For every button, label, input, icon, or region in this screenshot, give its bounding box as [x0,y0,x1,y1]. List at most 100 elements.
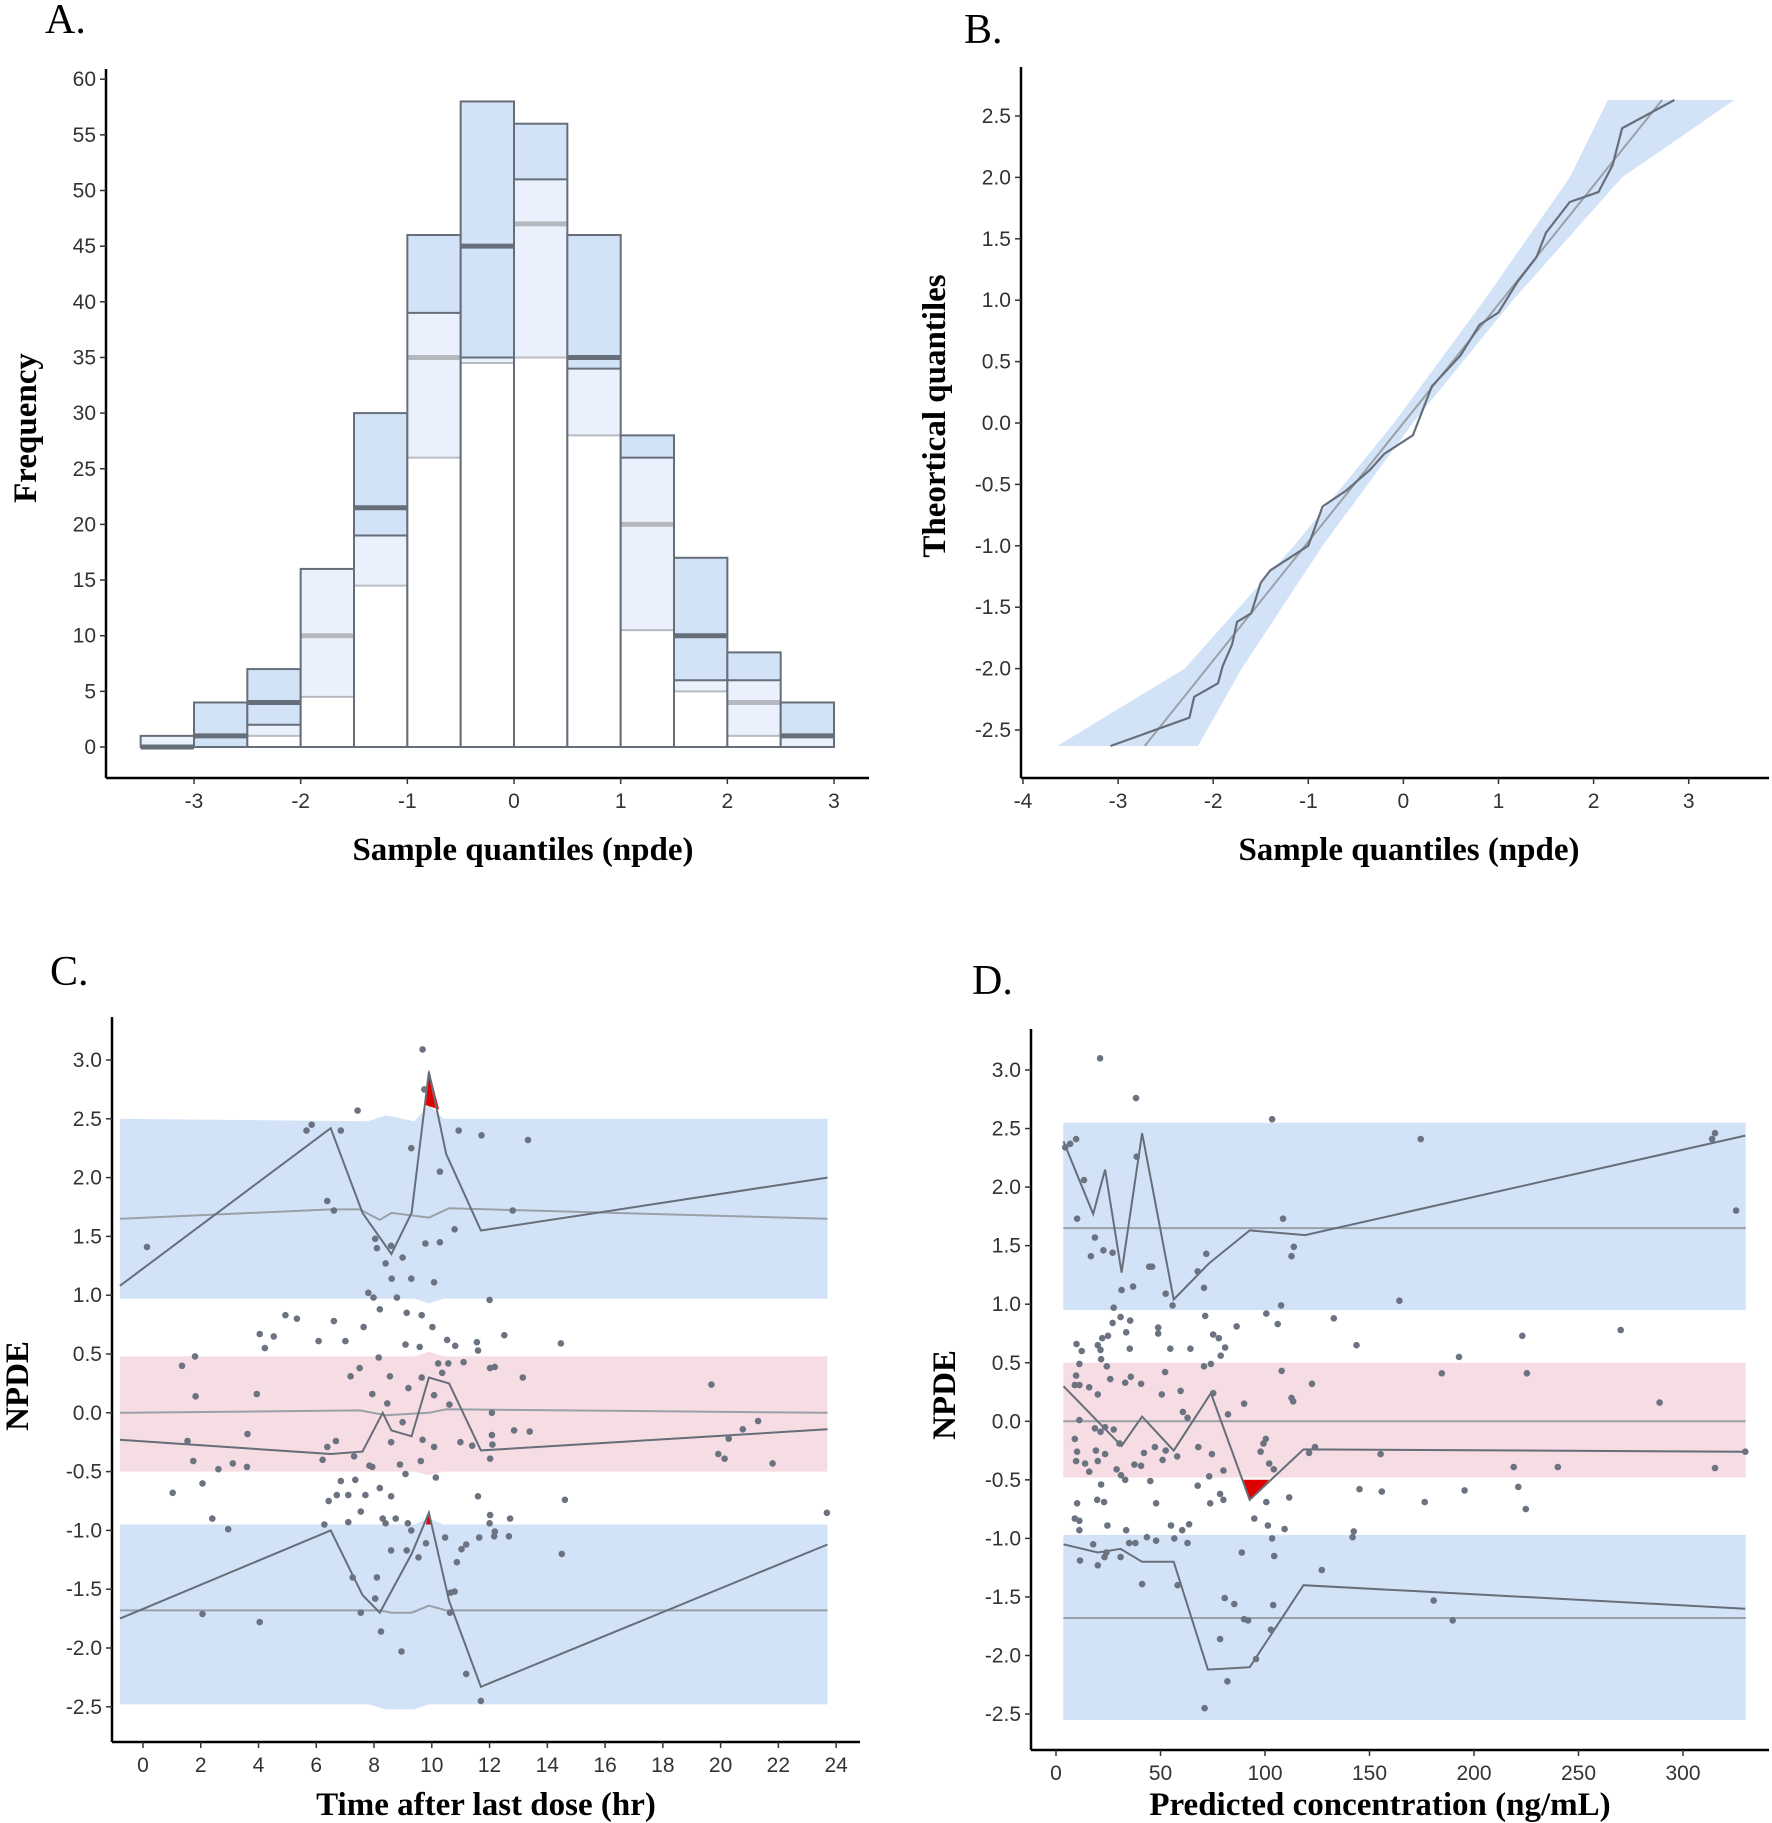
data-point [1101,1450,1109,1458]
panel-c-x-axis-title: Time after last dose (hr) [316,1787,656,1823]
data-point [1093,1496,1101,1504]
data-point [1206,1500,1214,1507]
prediction-band [1057,100,1735,746]
panel-c-y-tick-label: -0.5 [66,1461,102,1484]
data-point [1097,1355,1105,1363]
data-point [455,1127,463,1134]
data-point [419,1436,426,1444]
data-point [422,1540,430,1547]
data-point [505,1533,513,1540]
data-point [1200,1363,1208,1370]
data-point [1076,1526,1083,1534]
data-point [384,1400,391,1407]
histogram-bin [139,734,195,750]
data-point [393,1294,401,1301]
panel-a-x-tick-label: 3 [828,790,840,813]
data-point [1216,1635,1224,1643]
data-point [445,1360,452,1367]
data-point [432,1474,440,1481]
data-point [1203,1250,1210,1258]
bin-lower-interval [460,357,515,364]
panel-d-x-tick-label: 150 [1352,1762,1387,1785]
panel-d-y-tick-label: 2.0 [992,1176,1021,1199]
data-point [1080,1176,1088,1184]
data-point [1205,1473,1213,1480]
data-point [1076,1360,1083,1368]
data-point [1101,1553,1108,1561]
histogram-bin [246,668,302,749]
data-point [490,1533,498,1540]
panel-b-y-tick-label: -1.5 [975,596,1011,619]
data-point [270,1333,278,1340]
data-point [462,1541,470,1548]
panel-b-x-tick-label: -3 [1109,790,1128,813]
data-point [369,1390,376,1398]
data-point [1305,1449,1313,1457]
data-point [1092,1447,1100,1454]
panel-a-x-tick-label: 2 [722,790,734,813]
data-point [1174,1581,1181,1589]
data-point [1118,1286,1125,1294]
panel-a-label: A. [45,0,86,43]
data-point [1116,1440,1123,1447]
data-point [1617,1326,1624,1334]
panel-b-x-tick-label: -2 [1204,790,1223,813]
panel-a-y-tick-label: 40 [73,291,96,314]
data-point [501,1331,508,1339]
data-point [1201,1312,1209,1320]
data-point [1455,1353,1463,1361]
panel-c-y-tick-label: 1.5 [73,1225,102,1248]
data-point [519,1374,527,1381]
data-point [408,1275,415,1282]
panel-a-y-tick-label: 25 [73,458,96,481]
data-point [1122,1526,1130,1534]
data-point [224,1525,232,1533]
panel-c-x-tick-label: 24 [824,1754,848,1777]
panel-c-y-tick-label: -1.0 [66,1519,102,1542]
data-point [486,1511,494,1519]
data-point [1267,1626,1275,1633]
data-point [1169,1302,1176,1309]
data-point [1285,1494,1293,1501]
data-point [488,1431,496,1439]
data-point [1270,1466,1278,1473]
panel-c-npde-vs-time: 0 2 4 6 8 10 12 14 16 18 20 22 24-2.5-2.0-1.5-1.0-0.… [66,1017,860,1777]
data-point [1097,1428,1104,1436]
data-point [1073,1500,1081,1507]
data-point [1353,1341,1360,1349]
data-point [1101,1423,1109,1431]
data-point [333,1491,341,1499]
data-point [1240,1400,1248,1407]
panel-d-y-axis-title: NPDE [927,1350,963,1440]
data-point [1133,1153,1140,1160]
bin-prediction-interval [460,101,515,358]
panel-a-x-tick-label: -3 [185,790,204,813]
histogram-bin [299,567,356,748]
predicted-percentile-line [119,1408,828,1417]
panel-b-x-tick-label: -1 [1299,790,1318,813]
data-point [457,1438,464,1446]
panel-c-x-tick-label: 2 [195,1754,207,1777]
data-point [1109,1249,1116,1256]
data-point [438,1369,446,1377]
bin-prediction-interval [620,435,675,458]
data-point [453,1558,461,1566]
data-point [1162,1290,1169,1297]
data-point [430,1391,438,1399]
observed-percentile-line [119,1071,828,1287]
data-point [1711,1129,1719,1137]
data-point [1158,1391,1166,1398]
data-point [1129,1283,1137,1290]
data-point [458,1545,465,1553]
data-point [1349,1533,1356,1541]
data-point [1711,1464,1719,1472]
data-point [330,1207,338,1214]
panel-a-y-tick-label: 30 [73,402,96,425]
panel-a-y-tick-label: 10 [73,625,96,648]
panel-c-y-axis-title: NPDE [0,1341,36,1431]
data-point [1159,1456,1166,1464]
data-point [1278,1367,1285,1375]
data-point [315,1337,322,1345]
panel-a-x-tick-label: -2 [291,790,310,813]
data-point [1162,1447,1169,1454]
